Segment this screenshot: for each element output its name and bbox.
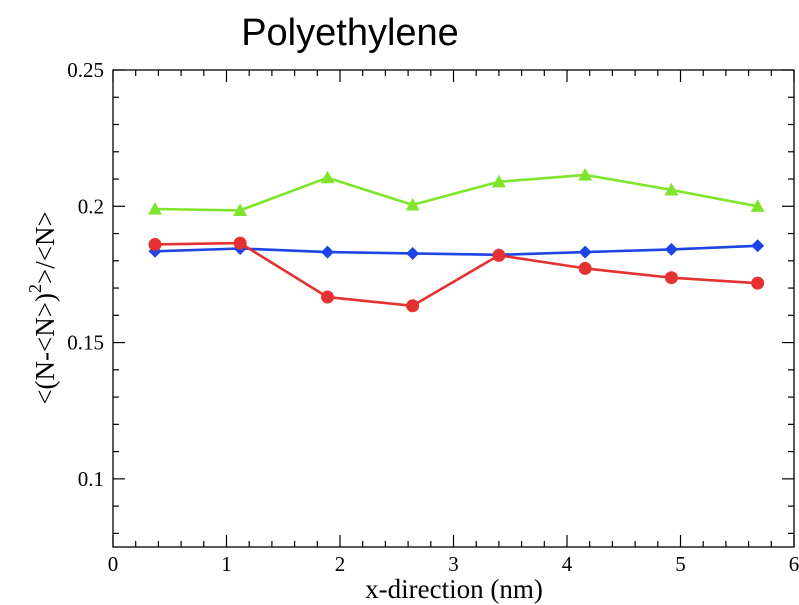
- data-point-triangle: [405, 197, 420, 211]
- y-tick-label: 0.15: [67, 331, 104, 355]
- data-point-diamond: [406, 246, 420, 260]
- series-line: [154, 173, 758, 212]
- series-circle: [148, 236, 765, 313]
- x-tick-label: 2: [335, 552, 346, 576]
- data-point-circle: [751, 276, 765, 290]
- y-tick-label: 0.2: [78, 194, 104, 218]
- y-tick-label: 0.1: [78, 467, 104, 491]
- x-tick-label: 6: [789, 552, 799, 576]
- x-tick-labels: 0 1 2 3 4 5 6: [108, 552, 799, 576]
- y-axis-label-superscript: 2: [25, 284, 45, 293]
- axis-ticks: [112, 69, 795, 547]
- series-line: [154, 241, 758, 308]
- chart-title: Polyethylene: [241, 12, 459, 54]
- data-point-diamond: [751, 239, 765, 253]
- data-point-triangle: [233, 203, 248, 216]
- x-tick-label: 0: [108, 552, 119, 576]
- series-triangle: [147, 167, 765, 216]
- data-point-circle: [492, 248, 506, 262]
- data-point-diamond: [664, 242, 678, 256]
- x-tick-label: 3: [448, 552, 459, 576]
- data-point-triangle: [147, 202, 162, 215]
- series-layer: [147, 167, 765, 313]
- data-point-circle: [233, 236, 247, 250]
- data-point-circle: [406, 299, 420, 313]
- data-point-circle: [664, 271, 678, 285]
- plot-frame: [112, 69, 795, 548]
- x-tick-label: 1: [221, 552, 232, 576]
- y-axis-label-prefix: <(N-<N>): [30, 293, 60, 405]
- data-point-diamond: [321, 245, 335, 259]
- y-axis-label-suffix: >/<N>: [30, 211, 60, 284]
- data-point-circle: [148, 237, 162, 251]
- data-point-triangle: [491, 174, 506, 188]
- data-point-circle: [578, 261, 592, 275]
- data-point-triangle: [750, 199, 765, 212]
- y-tick-labels: 0.1 0.15 0.2 0.25: [67, 58, 104, 491]
- series-line: [154, 244, 758, 257]
- data-point-circle: [321, 290, 335, 304]
- x-axis-label: x-direction (nm): [365, 574, 543, 604]
- data-point-triangle: [578, 167, 593, 181]
- y-axis-label: <(N-<N>)2>/<N>: [25, 211, 60, 404]
- x-tick-label: 5: [675, 552, 686, 576]
- data-point-triangle: [664, 182, 679, 196]
- data-point-triangle: [320, 170, 335, 184]
- x-tick-label: 4: [562, 552, 573, 576]
- y-tick-label: 0.25: [67, 58, 104, 82]
- data-point-diamond: [578, 245, 592, 259]
